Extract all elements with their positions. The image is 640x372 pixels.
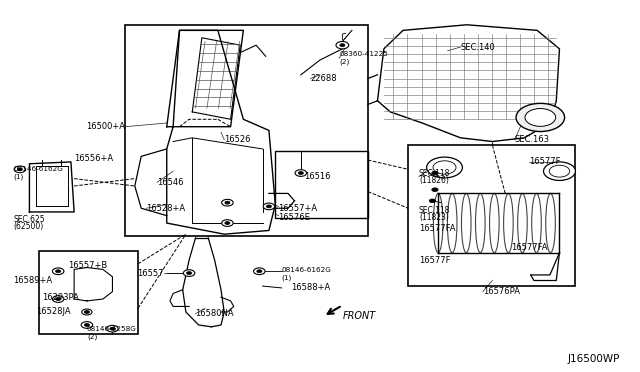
Circle shape — [52, 268, 64, 275]
Text: FRONT: FRONT — [342, 311, 376, 321]
Circle shape — [84, 324, 90, 327]
Text: 16557+A: 16557+A — [278, 204, 317, 213]
Bar — [408, 145, 575, 286]
Text: 16500+A: 16500+A — [86, 122, 125, 131]
Circle shape — [516, 103, 564, 132]
Text: 16516: 16516 — [304, 172, 330, 181]
Text: (1): (1) — [282, 275, 292, 281]
Text: 16577F: 16577F — [419, 256, 451, 264]
Text: 16576E: 16576E — [278, 213, 310, 222]
Text: (2): (2) — [339, 59, 349, 65]
Text: 08146-6258G: 08146-6258G — [87, 326, 137, 333]
Text: 16528+A: 16528+A — [147, 204, 186, 213]
Text: J16500WP: J16500WP — [568, 354, 620, 364]
Bar — [39, 251, 138, 334]
Text: (11823): (11823) — [419, 213, 449, 222]
Circle shape — [17, 168, 22, 171]
Circle shape — [525, 109, 556, 126]
Bar — [125, 25, 368, 236]
Text: 08360-41225: 08360-41225 — [339, 51, 388, 57]
Text: (1): (1) — [13, 173, 24, 180]
Text: 16580NA: 16580NA — [195, 310, 234, 318]
Circle shape — [549, 165, 570, 177]
Text: 16588+A: 16588+A — [291, 283, 330, 292]
Text: 08146-6162G: 08146-6162G — [282, 267, 332, 273]
Text: SEC.118: SEC.118 — [419, 169, 451, 177]
Text: SEC.625: SEC.625 — [13, 215, 45, 224]
Text: SEC.140: SEC.140 — [461, 42, 495, 51]
Text: 16576PA: 16576PA — [483, 287, 520, 296]
Circle shape — [263, 203, 275, 210]
Text: 16526: 16526 — [224, 135, 251, 144]
Circle shape — [295, 170, 307, 176]
Text: 16589+A: 16589+A — [13, 276, 52, 285]
Text: (11826): (11826) — [419, 176, 449, 185]
Text: 08146-6162G: 08146-6162G — [13, 166, 63, 172]
Circle shape — [298, 171, 303, 174]
Circle shape — [429, 199, 436, 203]
Text: SEC.118: SEC.118 — [419, 206, 451, 215]
Text: 16556+A: 16556+A — [74, 154, 113, 163]
Circle shape — [56, 270, 61, 273]
Circle shape — [221, 220, 233, 227]
Circle shape — [433, 161, 456, 174]
Text: 22688: 22688 — [310, 74, 337, 83]
Circle shape — [183, 270, 195, 276]
Text: 16546: 16546 — [157, 178, 184, 187]
Circle shape — [225, 222, 230, 225]
Text: 16557: 16557 — [137, 269, 164, 278]
Text: 16577FA: 16577FA — [419, 224, 456, 233]
Text: 16577FA: 16577FA — [511, 243, 548, 251]
Circle shape — [52, 296, 64, 302]
Text: SEC.163: SEC.163 — [515, 135, 550, 144]
Circle shape — [432, 171, 438, 175]
Circle shape — [84, 311, 90, 314]
Circle shape — [56, 298, 61, 301]
Circle shape — [253, 268, 265, 275]
Circle shape — [81, 322, 93, 328]
Text: (2): (2) — [87, 334, 97, 340]
Text: (62500): (62500) — [13, 221, 44, 231]
Text: 16528JA: 16528JA — [36, 307, 70, 316]
Text: 16293PA: 16293PA — [42, 293, 79, 302]
Circle shape — [221, 199, 233, 206]
Circle shape — [266, 205, 271, 208]
Circle shape — [257, 270, 262, 273]
Bar — [275, 151, 368, 218]
Circle shape — [543, 162, 575, 180]
Circle shape — [336, 41, 349, 49]
Circle shape — [340, 44, 345, 46]
Text: 16577F: 16577F — [529, 157, 561, 166]
Circle shape — [82, 309, 92, 315]
Circle shape — [110, 327, 115, 330]
Circle shape — [14, 166, 26, 173]
Circle shape — [186, 272, 191, 275]
Circle shape — [432, 188, 438, 192]
Circle shape — [225, 201, 230, 204]
Circle shape — [427, 157, 463, 178]
Text: 16557+B: 16557+B — [68, 261, 107, 270]
Circle shape — [107, 326, 118, 332]
